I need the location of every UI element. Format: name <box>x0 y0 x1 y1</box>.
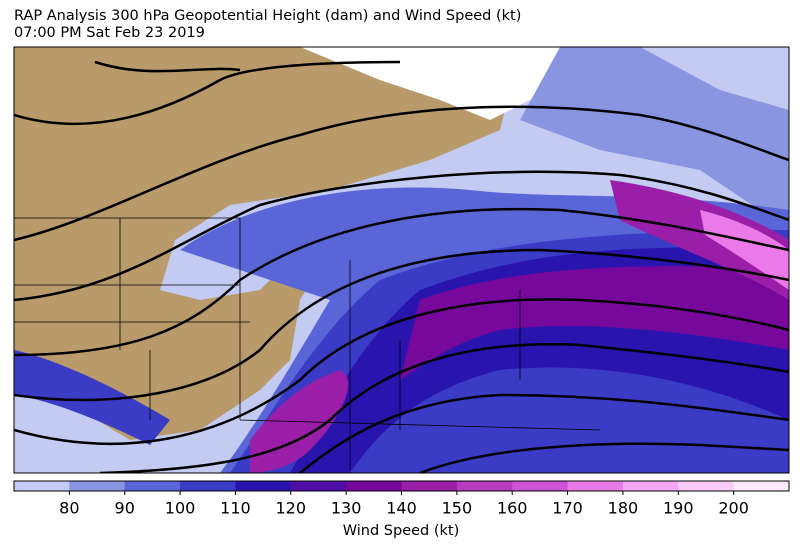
colorbar-tick-label: 150 <box>442 499 473 518</box>
map <box>14 47 789 473</box>
colorbar-segment <box>512 481 569 491</box>
colorbar-segment <box>180 481 236 491</box>
colorbar-segment <box>290 481 347 491</box>
colorbar-segment <box>456 481 513 491</box>
colorbar: 80 90 100 110 120 130 140 150 160 170 180 190 200 <box>13 480 790 518</box>
map-frame <box>13 46 790 474</box>
colorbar-segment <box>346 481 402 491</box>
colorbar-tick-label: 130 <box>331 499 362 518</box>
colorbar-segment <box>678 481 735 491</box>
colorbar-tick-label: 180 <box>608 499 639 518</box>
colorbar-segment <box>733 481 790 491</box>
colorbar-tick-label: 140 <box>386 499 417 518</box>
colorbar-segment <box>235 481 292 491</box>
colorbar-tick-label: 200 <box>718 499 749 518</box>
colorbar-segment <box>69 481 126 491</box>
colorbar-segment <box>622 481 679 491</box>
colorbar-tick-label: 110 <box>220 499 251 518</box>
colorbar-tick-label: 80 <box>59 499 79 518</box>
colorbar-tick-label: 160 <box>497 499 528 518</box>
colorbar-segment <box>567 481 624 491</box>
colorbar-tick-label: 90 <box>115 499 135 518</box>
colorbar-tick-label: 120 <box>276 499 307 518</box>
subtitle: 07:00 PM Sat Feb 23 2019 <box>14 25 205 41</box>
colorbar-label: Wind Speed (kt) <box>343 523 460 539</box>
colorbar-tick-label: 100 <box>165 499 196 518</box>
colorbar-tick-label: 170 <box>552 499 583 518</box>
colorbar-segment <box>401 481 458 491</box>
colorbar-segment <box>124 481 181 491</box>
title: RAP Analysis 300 hPa Geopotential Height… <box>14 8 521 24</box>
colorbar-tick-label: 190 <box>663 499 694 518</box>
colorbar-segment <box>14 481 70 491</box>
